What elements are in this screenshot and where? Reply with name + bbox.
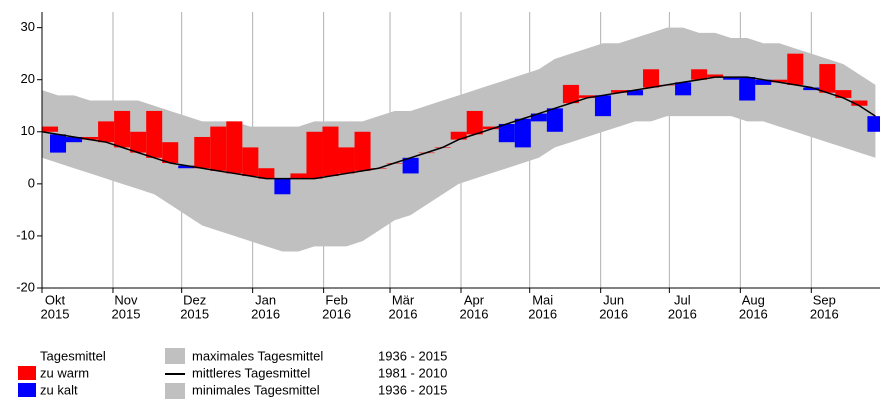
cold-bar [867,116,880,132]
cold-bar [675,82,692,96]
x-tick-label: Sep [813,292,836,307]
cold-bar [626,90,644,96]
x-tick-label: 2016 [460,306,489,321]
x-tick-label: Okt [45,292,66,307]
legend-label: minimales Tagesmittel [192,382,320,397]
x-tick-label: Feb [325,292,347,307]
legend-label: zu kalt [40,382,78,397]
legend-period: 1936 - 2015 [378,348,447,363]
warm-bar [242,147,259,177]
legend-label: maximales Tagesmittel [192,348,323,363]
warm-bar [643,69,660,88]
legend-warm-swatch [18,366,36,380]
cold-bar [178,165,195,169]
x-tick-label: 2016 [251,306,280,321]
legend-max-swatch [165,348,185,364]
x-tick-label: Dez [183,292,206,307]
y-tick-label: 0 [28,175,35,190]
mean-line [41,76,876,180]
cold-bar [50,134,67,153]
x-tick-label: Jul [674,292,691,307]
legend-label: Tagesmittel [40,348,106,363]
warm-bar [290,173,307,179]
x-tick-label: 2015 [112,306,141,321]
warm-bar [306,131,323,179]
cold-bar [402,157,419,174]
x-tick-label: Apr [464,292,485,307]
x-tick-label: 2016 [599,306,628,321]
cold-bar [546,108,563,132]
warm-bar [162,142,179,164]
x-tick-label: 2016 [810,306,839,321]
x-tick-label: 2015 [41,306,70,321]
x-tick-label: Aug [742,292,765,307]
cold-bar [274,178,291,195]
warm-bar [578,95,595,98]
warm-bar [450,131,467,140]
cold-bar [498,123,515,143]
warm-bar [114,110,131,148]
x-tick-label: Nov [114,292,138,307]
y-tick-label: 20 [21,71,35,86]
y-tick-label: 10 [21,123,35,138]
warm-bar [146,110,163,158]
cold-bar [803,87,820,91]
plot: -20-100102030Okt2015Nov2015Dez2015Jan201… [16,12,880,321]
x-tick-label: 2016 [739,306,768,321]
warm-bar [210,126,227,171]
warm-bar [98,121,115,143]
x-tick-label: Mär [392,292,415,307]
warm-bar [338,147,355,174]
warm-bar [691,69,708,80]
warm-bar [610,90,627,93]
warm-bar [258,168,275,179]
warm-bar [354,131,371,171]
legend-label: mittleres Tagesmittel [192,365,310,380]
warm-bar [466,110,483,135]
warm-bar [82,136,99,140]
y-tick-label: -10 [16,227,35,242]
legend-label: zu warm [40,365,89,380]
cold-bar [723,77,740,80]
warm-bar [771,79,788,83]
x-tick-label: 2016 [528,306,557,321]
legend-period: 1936 - 2015 [378,382,447,397]
x-tick-label: 2016 [389,306,418,321]
legend-period: 1981 - 2010 [378,365,447,380]
x-tick-label: 2015 [180,306,209,321]
x-tick-label: 2016 [668,306,697,321]
legend-min-swatch [165,383,185,399]
cold-bar [66,136,83,143]
x-tick-label: Jan [255,292,276,307]
x-tick-label: Jun [603,292,624,307]
cold-bar [594,95,611,117]
warm-bar [130,131,147,153]
x-tick-label: 2016 [322,306,351,321]
warm-bar [482,126,499,130]
warm-bar [226,121,243,174]
warm-bar [707,74,724,78]
warm-bar [42,126,59,132]
cold-bar [530,113,547,122]
warm-bar [194,136,211,169]
y-tick-label: -20 [16,279,35,294]
x-tick-label: Mai [532,292,553,307]
cold-bar [755,79,772,85]
cold-bar [739,77,756,101]
warm-bar [835,90,852,98]
cold-bar [514,118,531,148]
warm-bar [562,84,579,104]
warm-bar [322,126,339,177]
warm-bar [819,64,836,93]
y-tick-label: 30 [21,19,35,34]
warm-bar [851,100,868,106]
legend-cold-swatch [18,383,36,397]
warm-bar [787,53,804,85]
